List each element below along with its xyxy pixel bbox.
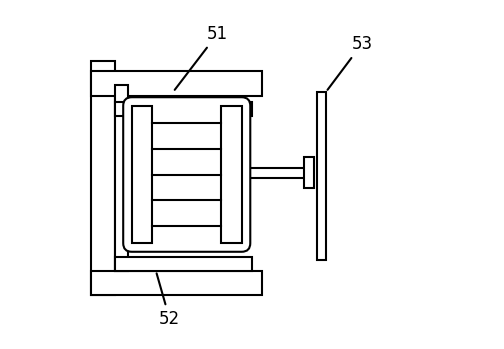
Bar bbox=[114, 85, 129, 271]
Bar bbox=[221, 106, 242, 243]
FancyBboxPatch shape bbox=[123, 97, 250, 252]
Bar bbox=[132, 106, 152, 243]
Bar bbox=[317, 92, 326, 260]
Text: 52: 52 bbox=[157, 273, 180, 328]
Text: 51: 51 bbox=[175, 25, 228, 90]
Bar bbox=[91, 271, 262, 295]
Bar bbox=[114, 257, 252, 271]
Bar bbox=[91, 72, 262, 96]
Bar bbox=[91, 61, 114, 295]
Bar bbox=[303, 157, 314, 188]
Bar bbox=[114, 102, 252, 116]
Text: 53: 53 bbox=[328, 35, 372, 90]
